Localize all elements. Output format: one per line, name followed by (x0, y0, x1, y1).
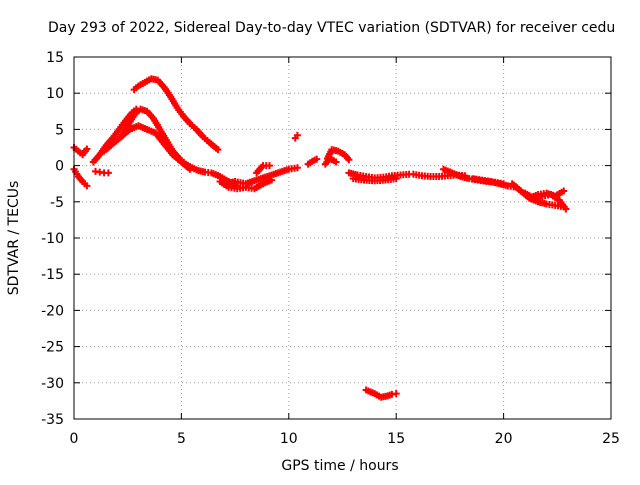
series-arc-short-a (91, 167, 112, 177)
chart-title: Day 293 of 2022, Sidereal Day-to-day VTE… (48, 20, 615, 36)
data-point-marker (392, 390, 400, 398)
y-tick-label: -30 (41, 376, 64, 392)
x-tick-label: 5 (177, 431, 186, 447)
y-tick-label: 15 (46, 50, 64, 66)
y-tick-label: -5 (50, 195, 64, 211)
data-layer (70, 75, 570, 401)
y-tick-label: 5 (55, 122, 64, 138)
series-point-near-10 (291, 131, 301, 142)
series-arc-early-lower (70, 165, 91, 190)
series-arc-peak-mid (117, 105, 241, 190)
series-arc-trough-b (220, 164, 301, 188)
y-tick-label: -20 (41, 303, 64, 319)
series-arc-bump-12b (321, 154, 340, 168)
data-point-marker (83, 182, 91, 190)
x-tick-label: 15 (387, 431, 405, 447)
x-tick-label: 0 (70, 431, 79, 447)
data-point-marker (265, 162, 273, 170)
x-tick-label: 20 (495, 431, 513, 447)
y-tick-label: -15 (41, 267, 64, 283)
y-tick-label: -10 (41, 231, 64, 247)
y-tick-labels: -35 -30 -25 -20 -15 -10 -5 0 5 10 15 (41, 50, 64, 428)
data-point-marker (104, 169, 112, 177)
y-tick-label: -25 (41, 340, 64, 356)
series-arc-early-upper (70, 144, 91, 159)
data-point-marker (332, 158, 340, 166)
series-arc-small-rise (253, 162, 273, 177)
series-arc-mid-flat (345, 169, 413, 182)
series-arc-outlier (362, 386, 400, 401)
grid-layer (74, 57, 611, 419)
plot-frame (73, 56, 612, 420)
y-axis-title: SDTVAR / TECUs (6, 181, 22, 296)
series-arc-flat-11 (304, 155, 321, 168)
x-axis-title: GPS time / hours (281, 458, 398, 474)
data-point-marker (83, 145, 91, 153)
data-point-marker (293, 131, 301, 139)
data-point-marker (562, 205, 570, 213)
data-point-marker (560, 187, 568, 195)
series-arc-mid-flat-b (349, 175, 400, 185)
x-tick-label: 10 (280, 431, 298, 447)
x-tick-label: 25 (602, 431, 620, 447)
y-tick-label: -35 (41, 412, 64, 428)
series-arc-peak-high (130, 75, 222, 154)
data-point-marker (293, 164, 301, 172)
data-point-marker (392, 175, 400, 183)
y-tick-label: 0 (55, 159, 64, 175)
data-point-marker (345, 156, 353, 164)
x-tick-labels: 0 5 10 15 20 25 (70, 431, 620, 447)
data-point-marker (313, 155, 321, 163)
y-tick-label: 10 (46, 86, 64, 102)
series-arc-end-high (525, 187, 568, 202)
data-point-marker (214, 146, 222, 154)
